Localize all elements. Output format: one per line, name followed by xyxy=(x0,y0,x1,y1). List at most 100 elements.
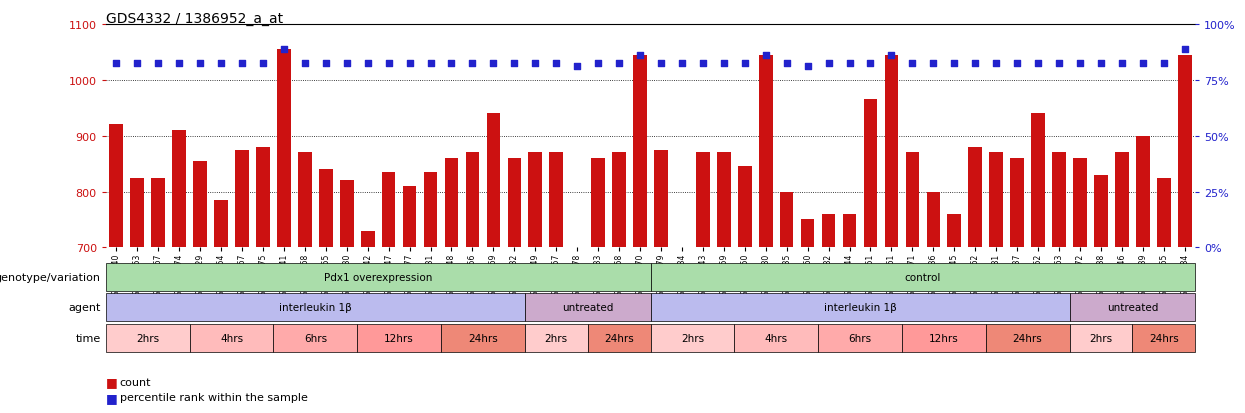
Text: 6hrs: 6hrs xyxy=(304,333,327,343)
Point xyxy=(839,61,859,67)
Bar xyxy=(131,178,144,248)
Point xyxy=(442,61,462,67)
Point xyxy=(232,61,251,67)
Point xyxy=(1069,61,1089,67)
Bar xyxy=(843,214,857,248)
Point xyxy=(190,61,210,67)
Bar xyxy=(1094,175,1108,248)
Bar xyxy=(654,150,667,248)
Bar xyxy=(885,55,898,248)
Bar xyxy=(403,187,416,248)
Bar xyxy=(591,159,605,248)
Point xyxy=(588,61,608,67)
Bar xyxy=(570,248,584,359)
Point xyxy=(378,61,398,67)
Point xyxy=(651,61,671,67)
Bar xyxy=(801,220,814,248)
Point xyxy=(169,61,189,67)
Point xyxy=(525,61,545,67)
Point xyxy=(756,52,776,59)
Point xyxy=(986,61,1006,67)
Bar xyxy=(340,181,354,248)
Bar xyxy=(969,147,982,248)
Point xyxy=(253,61,273,67)
Bar xyxy=(1031,114,1045,248)
Bar xyxy=(1073,159,1087,248)
Point xyxy=(357,61,377,67)
Bar xyxy=(613,153,626,248)
Bar xyxy=(822,214,835,248)
Point xyxy=(462,61,482,67)
Polygon shape xyxy=(108,299,117,316)
Bar xyxy=(1052,153,1066,248)
Point xyxy=(337,61,357,67)
Bar xyxy=(1157,178,1170,248)
Point xyxy=(672,61,692,67)
Bar xyxy=(361,231,375,248)
Bar xyxy=(423,173,437,248)
Text: 24hrs: 24hrs xyxy=(604,333,634,343)
Point xyxy=(547,61,566,67)
Point xyxy=(693,61,713,67)
Bar xyxy=(717,153,731,248)
Point xyxy=(1028,61,1048,67)
Point xyxy=(274,47,294,53)
Bar xyxy=(738,167,752,248)
Text: 24hrs: 24hrs xyxy=(1012,333,1042,343)
Bar xyxy=(256,147,270,248)
Point xyxy=(106,61,126,67)
Bar xyxy=(947,214,961,248)
Bar xyxy=(926,192,940,248)
Point xyxy=(127,61,147,67)
Text: time: time xyxy=(76,333,101,343)
Text: 24hrs: 24hrs xyxy=(468,333,498,343)
Bar xyxy=(528,153,542,248)
Text: control: control xyxy=(905,272,941,282)
Point xyxy=(483,61,503,67)
Point xyxy=(1154,61,1174,67)
Point xyxy=(735,61,754,67)
Bar xyxy=(990,153,1003,248)
Point xyxy=(1133,61,1153,67)
Point xyxy=(630,52,650,59)
Point xyxy=(1050,61,1069,67)
Bar xyxy=(487,114,500,248)
Bar xyxy=(779,192,793,248)
Point xyxy=(798,63,818,70)
Point xyxy=(881,52,901,59)
Bar xyxy=(864,100,878,248)
Point xyxy=(421,61,441,67)
Bar xyxy=(466,153,479,248)
Bar xyxy=(193,161,207,248)
Point xyxy=(1112,61,1132,67)
Bar xyxy=(152,178,166,248)
Bar xyxy=(172,131,186,248)
Text: ■: ■ xyxy=(106,391,117,404)
Text: 2hrs: 2hrs xyxy=(681,333,703,343)
Bar xyxy=(1178,55,1191,248)
Point xyxy=(860,61,880,67)
Bar xyxy=(634,55,647,248)
Text: 2hrs: 2hrs xyxy=(136,333,159,343)
Text: interleukin 1β: interleukin 1β xyxy=(824,302,896,312)
Text: 2hrs: 2hrs xyxy=(1089,333,1113,343)
Bar xyxy=(1116,153,1129,248)
Text: untreated: untreated xyxy=(1107,302,1158,312)
Point xyxy=(504,61,524,67)
Bar xyxy=(905,153,919,248)
Text: 2hrs: 2hrs xyxy=(544,333,568,343)
Point xyxy=(1091,61,1111,67)
Point xyxy=(1175,47,1195,53)
Point xyxy=(212,61,232,67)
Point xyxy=(609,61,629,67)
Point xyxy=(713,61,733,67)
Bar xyxy=(1135,136,1149,248)
Bar xyxy=(214,200,228,248)
Point xyxy=(965,61,985,67)
Text: ■: ■ xyxy=(106,375,117,389)
Text: untreated: untreated xyxy=(561,302,614,312)
Text: 4hrs: 4hrs xyxy=(764,333,788,343)
Polygon shape xyxy=(108,330,117,346)
Text: 12hrs: 12hrs xyxy=(929,333,959,343)
Text: GDS4332 / 1386952_a_at: GDS4332 / 1386952_a_at xyxy=(106,12,283,26)
